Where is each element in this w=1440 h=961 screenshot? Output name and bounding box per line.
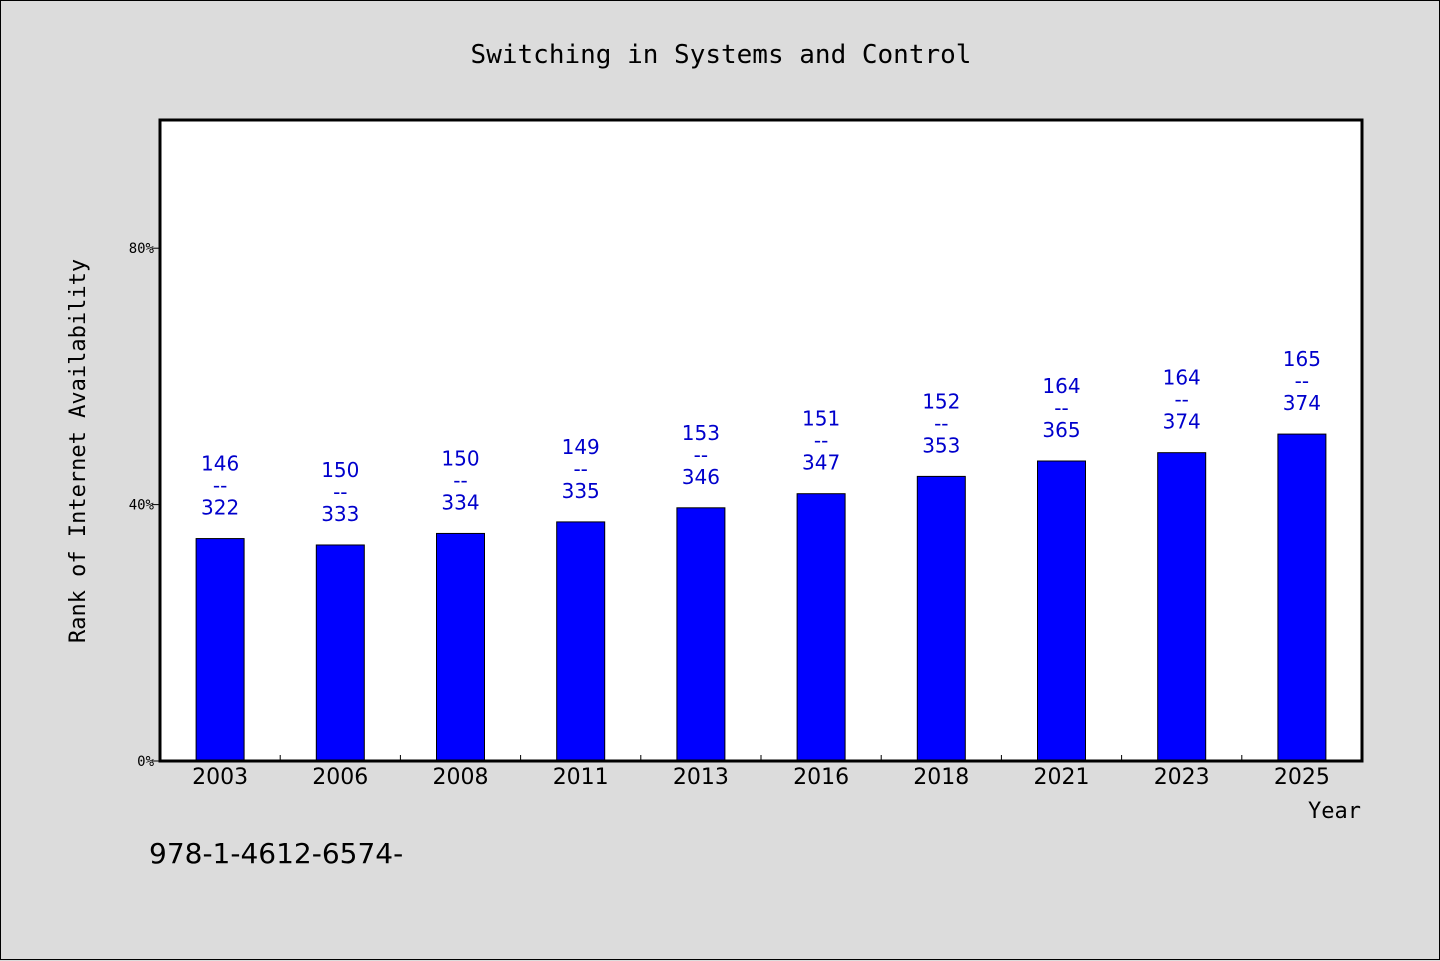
x-tick-label-2011: 2011 xyxy=(553,765,609,790)
y-tick-label-0: 0% xyxy=(137,754,154,770)
data-label-top-2011: 149 xyxy=(562,435,600,459)
data-label-bottom-2006: 333 xyxy=(321,502,359,526)
y-axis: 0% 40% 80% xyxy=(129,241,160,770)
data-label-bottom-2023: 374 xyxy=(1163,410,1201,434)
data-label-bottom-2025: 374 xyxy=(1283,391,1321,415)
x-tick-label-2018: 2018 xyxy=(913,765,969,790)
x-tick-label-2008: 2008 xyxy=(433,765,489,790)
data-label-bottom-2008: 334 xyxy=(441,490,479,514)
data-label-bottom-2021: 365 xyxy=(1042,418,1080,442)
bar-2016 xyxy=(796,493,846,762)
data-label-bottom-2003: 322 xyxy=(201,496,239,520)
footer-isbn-text: 978-1-4612-6574- xyxy=(149,837,403,870)
x-tick-label-2023: 2023 xyxy=(1154,765,1210,790)
bar-2011 xyxy=(556,521,606,762)
data-label-separator-2021: -- xyxy=(1054,396,1068,420)
data-label-separator-2003: -- xyxy=(213,474,227,498)
data-label-bottom-2013: 346 xyxy=(682,465,720,489)
data-label-top-2018: 152 xyxy=(922,389,960,413)
x-axis-label: Year xyxy=(1308,799,1361,824)
data-label-top-2003: 146 xyxy=(201,452,239,476)
data-label-top-2008: 150 xyxy=(441,446,479,470)
data-label-top-2021: 164 xyxy=(1042,374,1080,398)
bar-2018 xyxy=(916,475,966,762)
bar-2003 xyxy=(195,538,245,762)
bar-2008 xyxy=(436,532,485,762)
data-label-bottom-2011: 335 xyxy=(562,479,600,503)
y-tick-label-80: 80% xyxy=(129,241,155,257)
bar-2021 xyxy=(1037,460,1086,762)
data-label-separator-2023: -- xyxy=(1174,388,1188,412)
bar-2025 xyxy=(1277,433,1327,762)
bar-2013 xyxy=(676,507,726,762)
data-label-top-2025: 165 xyxy=(1283,347,1321,371)
y-axis-label: Rank of Internet Availability xyxy=(66,259,91,643)
bars-layer xyxy=(195,433,1327,762)
data-label-top-2006: 150 xyxy=(321,458,359,482)
x-tick-label-2021: 2021 xyxy=(1034,765,1090,790)
x-tick-label-2016: 2016 xyxy=(793,765,849,790)
data-label-separator-2006: -- xyxy=(333,480,347,504)
chart-title: Switching in Systems and Control xyxy=(471,40,972,70)
x-tick-label-2013: 2013 xyxy=(673,765,729,790)
x-tick-label-2025: 2025 xyxy=(1274,765,1330,790)
data-label-separator-2016: -- xyxy=(814,429,828,453)
data-label-top-2023: 164 xyxy=(1163,366,1201,390)
x-tick-label-2003: 2003 xyxy=(192,765,248,790)
data-label-bottom-2016: 347 xyxy=(802,451,840,475)
data-label-separator-2018: -- xyxy=(934,411,948,435)
data-label-top-2013: 153 xyxy=(682,421,720,445)
data-label-separator-2011: -- xyxy=(573,457,587,481)
bar-2006 xyxy=(315,544,365,762)
x-tick-label-2006: 2006 xyxy=(312,765,368,790)
x-axis: 2003 2006 2008 2011 2013 2016 2018 2021 2023 2025 xyxy=(192,755,1330,790)
data-labels-layer: 146--322150--333150--334149--335153--346… xyxy=(201,347,1321,526)
data-label-separator-2013: -- xyxy=(694,443,708,467)
data-label-separator-2008: -- xyxy=(453,468,467,492)
y-tick-label-40: 40% xyxy=(129,498,155,514)
bar-2023 xyxy=(1157,452,1207,762)
data-label-top-2016: 151 xyxy=(802,407,840,431)
data-label-separator-2025: -- xyxy=(1295,369,1309,393)
data-label-bottom-2018: 353 xyxy=(922,433,960,457)
